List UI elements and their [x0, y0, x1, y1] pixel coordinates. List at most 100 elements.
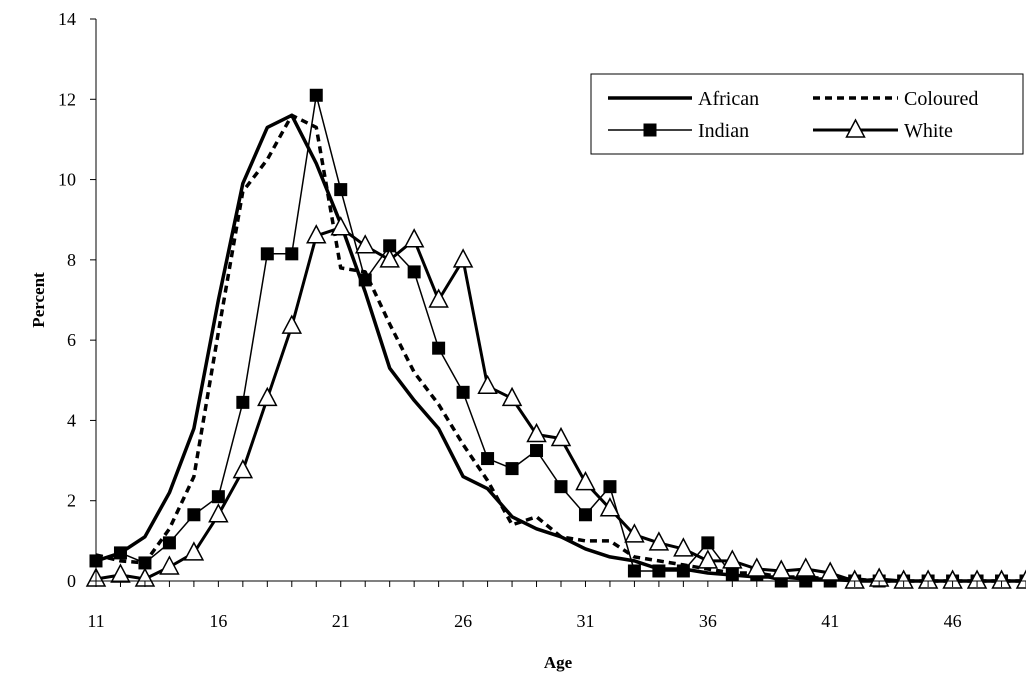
- point-white-23: [379, 248, 400, 268]
- y-tick-label-1: 2: [67, 491, 76, 511]
- point-white-28: [501, 386, 523, 407]
- x-axis-title: Age: [544, 653, 573, 672]
- y-tick-label-3: 6: [67, 330, 76, 350]
- y-tick-label-4: 8: [67, 250, 76, 270]
- point-white-32: [599, 497, 621, 517]
- point-white-44: [893, 569, 914, 589]
- point-white-46: [942, 569, 963, 589]
- legend: African Coloured Indian White: [590, 73, 1024, 155]
- legend-label-indian: Indian: [698, 120, 749, 142]
- y-tick-label-2: 4: [67, 410, 76, 430]
- point-indian-14: [162, 536, 176, 550]
- point-white-31: [575, 471, 596, 491]
- series-african: [95, 113, 1026, 583]
- series-line-african: [95, 113, 1026, 583]
- point-indian-36: [701, 536, 715, 550]
- series-layer: [85, 88, 1026, 589]
- point-white-16: [208, 503, 229, 523]
- point-white-48: [991, 569, 1012, 589]
- y-tick-label-5: 10: [58, 170, 76, 190]
- point-white-18: [257, 386, 278, 407]
- point-indian-31: [578, 508, 592, 522]
- series-line-indian: [95, 94, 1026, 582]
- point-indian-26: [456, 385, 470, 399]
- point-white-35: [673, 537, 694, 557]
- point-white-37: [722, 549, 743, 569]
- point-white-19: [281, 314, 303, 334]
- point-white-33: [624, 523, 645, 543]
- legend-label-white: White: [904, 120, 953, 142]
- series-coloured: [95, 113, 1026, 583]
- point-white-45: [917, 569, 939, 589]
- legend-item-coloured: Coloured: [813, 88, 978, 110]
- point-white-14: [159, 555, 180, 575]
- point-white-38: [746, 557, 768, 577]
- point-white-42: [844, 569, 865, 589]
- point-indian-22: [358, 273, 372, 287]
- point-indian-30: [554, 480, 568, 494]
- y-tick-label-7: 14: [58, 9, 76, 29]
- point-indian-12: [113, 546, 127, 560]
- x-tick-label-7: 46: [944, 611, 962, 631]
- x-tick-label-2: 21: [332, 611, 350, 631]
- legend-item-white: White: [813, 118, 953, 142]
- legend-item-african: African: [608, 88, 759, 110]
- legend-marker-white: [845, 118, 866, 138]
- point-indian-16: [211, 490, 225, 504]
- point-indian-37: [725, 568, 739, 582]
- legend-label-coloured: Coloured: [904, 88, 978, 110]
- point-indian-13: [138, 556, 152, 570]
- x-tick-label-1: 16: [209, 611, 227, 631]
- point-white-20: [306, 224, 327, 244]
- point-indian-18: [260, 247, 274, 261]
- point-white-30: [550, 426, 572, 447]
- series-indian: [89, 88, 1026, 588]
- x-tick-label-3: 26: [454, 611, 472, 631]
- point-indian-24: [407, 265, 421, 279]
- legend-box: [590, 73, 1024, 155]
- point-white-22: [354, 234, 376, 254]
- x-tick-label-5: 36: [699, 611, 717, 631]
- point-white-24: [403, 228, 425, 248]
- point-white-36: [697, 549, 719, 569]
- point-white-49: [1015, 569, 1026, 589]
- x-tick-label-6: 41: [821, 611, 839, 631]
- point-indian-19: [285, 247, 299, 261]
- point-white-15: [183, 541, 205, 561]
- y-axis-title: Percent: [29, 272, 48, 328]
- point-indian-25: [432, 341, 446, 355]
- point-white-40: [795, 557, 816, 577]
- y-tick-label-6: 12: [58, 89, 76, 109]
- y-tick-label-0: 0: [67, 571, 76, 591]
- x-tick-label-4: 31: [576, 611, 594, 631]
- legend-label-african: African: [698, 88, 759, 110]
- legend-item-indian: Indian: [608, 120, 749, 142]
- point-white-47: [966, 569, 988, 589]
- point-indian-34: [652, 564, 666, 578]
- legend-marker-indian: [643, 123, 657, 137]
- point-white-34: [648, 531, 670, 551]
- point-indian-21: [334, 183, 348, 197]
- point-indian-20: [309, 88, 323, 102]
- point-white-25: [428, 288, 449, 308]
- point-indian-32: [603, 480, 617, 494]
- point-indian-17: [236, 395, 250, 409]
- point-white-17: [232, 459, 254, 479]
- series-white: [85, 216, 1026, 589]
- point-indian-35: [676, 564, 690, 578]
- series-line-coloured: [95, 113, 1026, 583]
- point-white-29: [526, 422, 547, 443]
- point-indian-27: [481, 452, 495, 466]
- point-white-26: [452, 248, 474, 268]
- point-indian-33: [627, 564, 641, 578]
- point-white-41: [819, 561, 841, 581]
- x-tick-label-0: 11: [87, 611, 104, 631]
- series-line-white: [95, 226, 1026, 583]
- point-white-12: [110, 563, 131, 583]
- point-white-39: [771, 559, 792, 579]
- point-white-21: [330, 216, 351, 236]
- point-indian-15: [187, 508, 201, 522]
